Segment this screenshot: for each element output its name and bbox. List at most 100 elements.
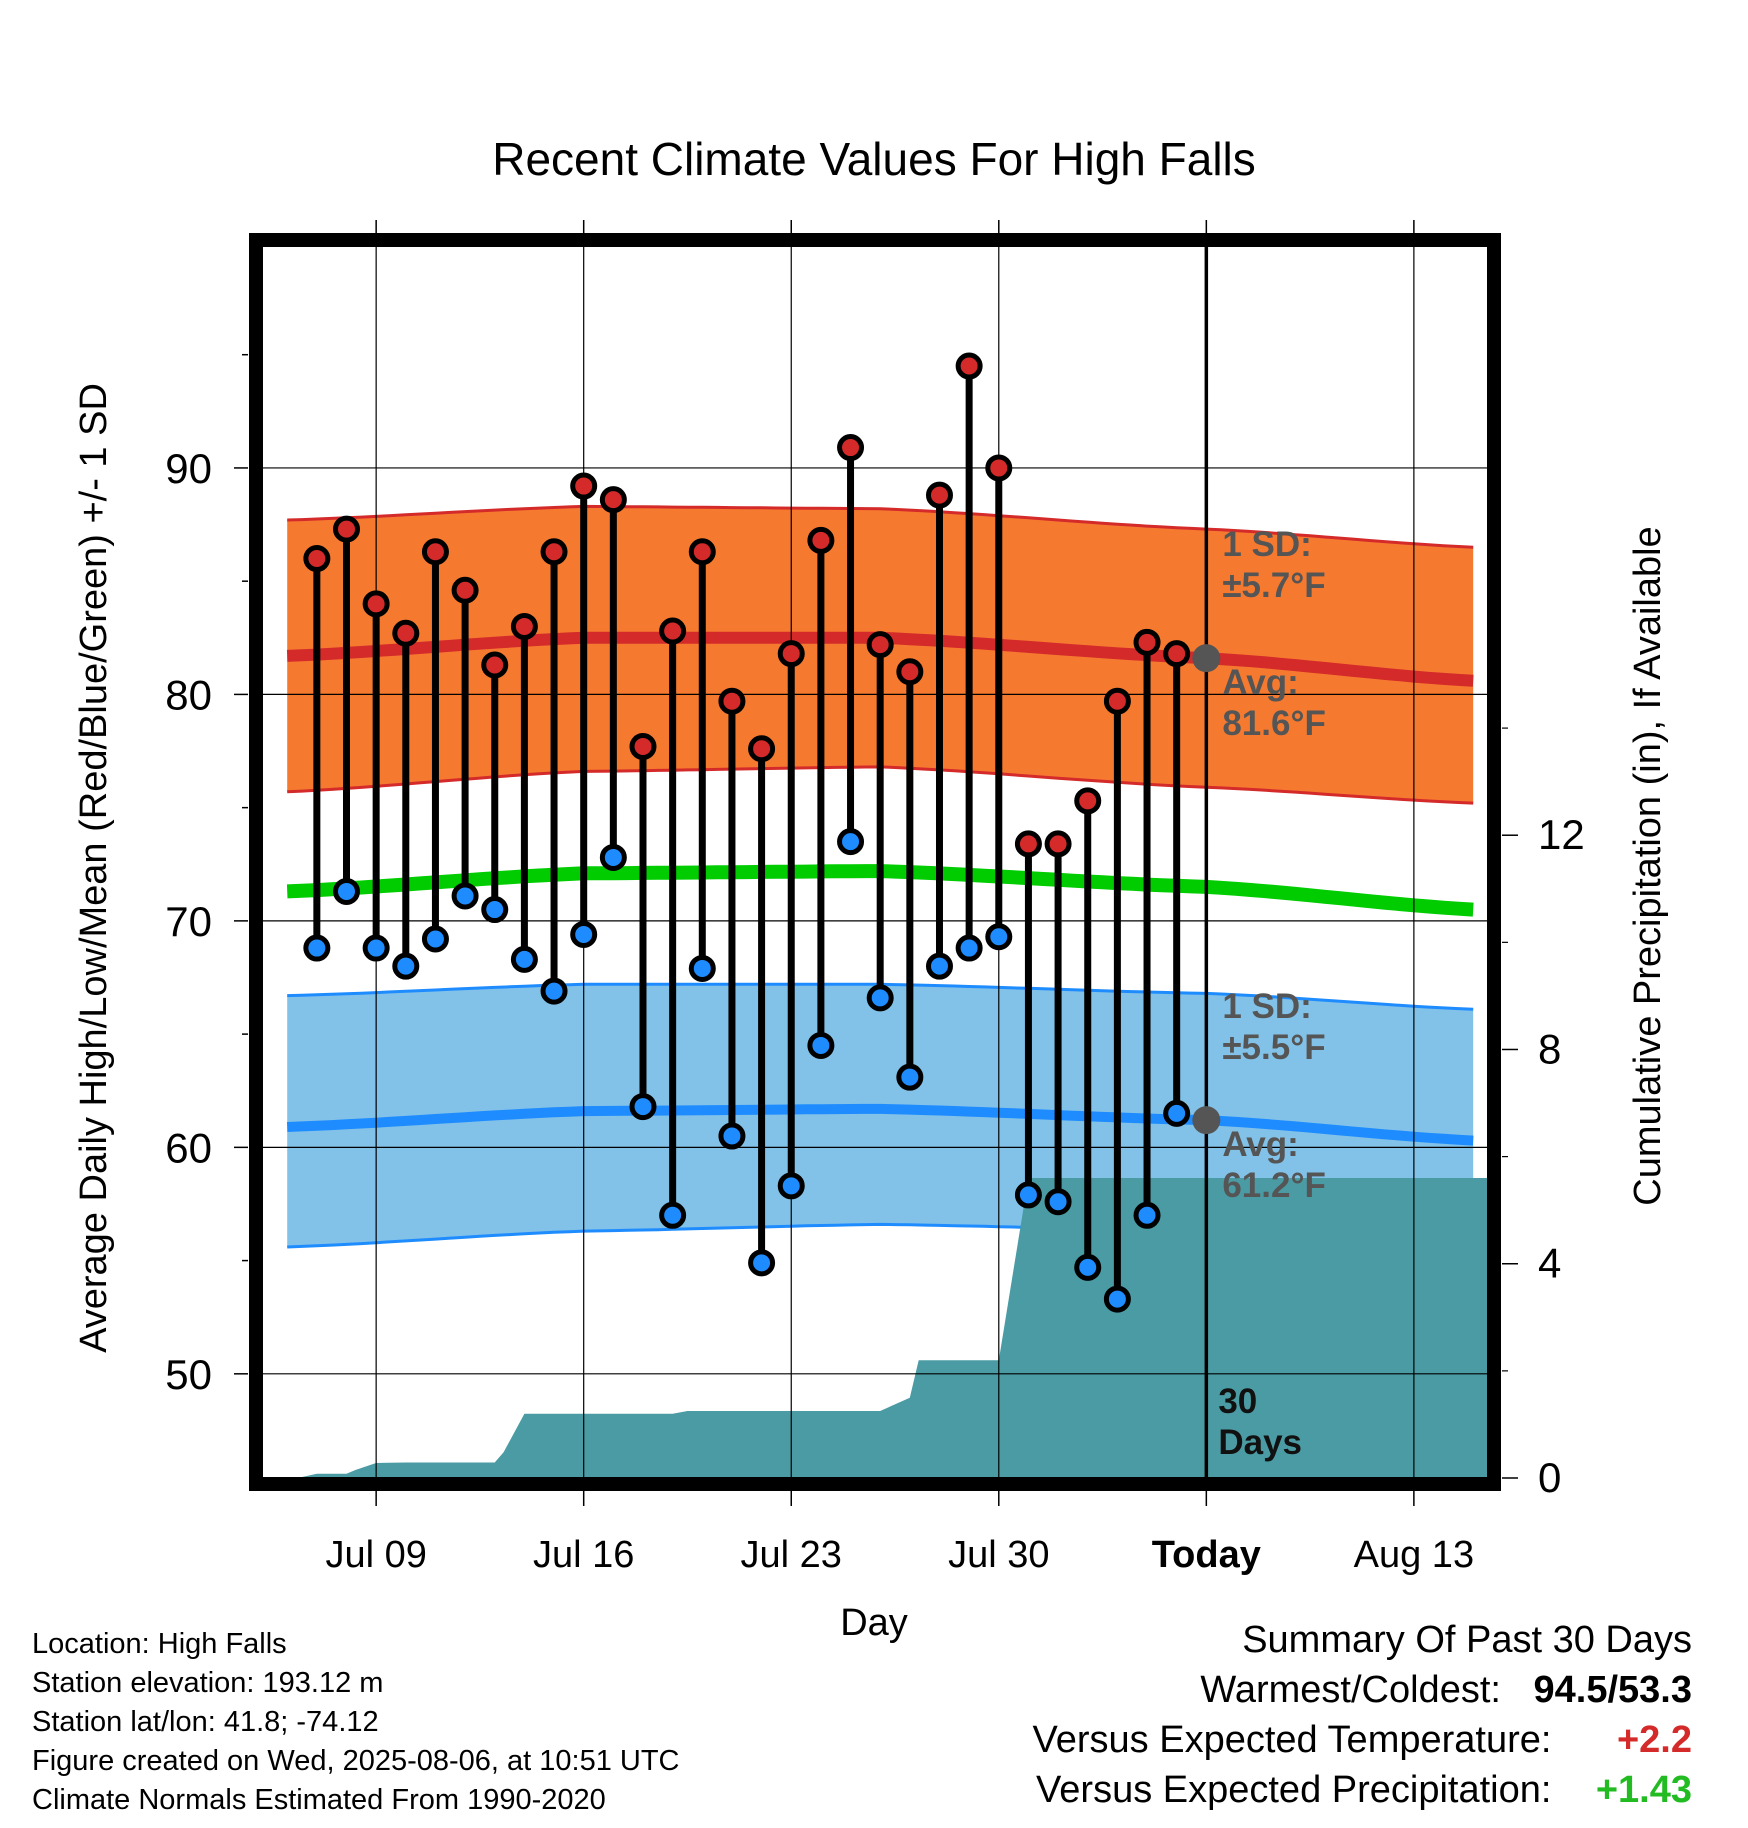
- daily-high-point: [777, 640, 805, 668]
- daily-low-point: [1074, 1253, 1102, 1281]
- chart-title: Recent Climate Values For High Falls: [492, 133, 1256, 185]
- x-tick-label: Today: [1152, 1534, 1261, 1576]
- temp-anomaly-value: +2.2: [1616, 1719, 1692, 1761]
- y2-tick-label: 0: [1538, 1454, 1561, 1501]
- precip-anomaly-value: +1.43: [1595, 1769, 1692, 1811]
- daily-high-point: [570, 472, 598, 500]
- daily-high-point: [510, 612, 538, 640]
- today-high-avg-marker: [1192, 644, 1221, 673]
- x-tick-label: Jul 30: [948, 1534, 1049, 1576]
- daily-high-point: [392, 619, 420, 647]
- high-avg-value: 81.6°F: [1222, 704, 1326, 743]
- daily-low-point: [1133, 1201, 1161, 1229]
- temp-anomaly-label: Versus Expected Temperature:: [1032, 1719, 1552, 1761]
- daily-high-point: [1103, 687, 1131, 715]
- daily-low-point: [925, 952, 953, 980]
- daily-low-point: [510, 945, 538, 973]
- x-tick-label: Jul 16: [533, 1534, 634, 1576]
- days-count-label: 30: [1218, 1382, 1257, 1421]
- daily-high-point: [718, 687, 746, 715]
- daily-low-point: [837, 828, 865, 856]
- daily-low-point: [777, 1172, 805, 1200]
- high-sd-value: ±5.7°F: [1222, 566, 1325, 605]
- station-info: Location: High Falls Station elevation: …: [32, 1625, 680, 1820]
- daily-high-point: [837, 434, 865, 462]
- daily-low-point: [688, 954, 716, 982]
- x-tick-label: Aug 13: [1354, 1534, 1474, 1576]
- y-axis-label: Average Daily High/Low/Mean (Red/Blue/Gr…: [73, 383, 115, 1353]
- daily-low-point: [1163, 1099, 1191, 1127]
- daily-high-point: [540, 538, 568, 566]
- precip-anomaly-label: Versus Expected Precipitation:: [1036, 1769, 1552, 1811]
- high-sd-upper-line: [287, 504, 1474, 549]
- daily-high-point: [896, 658, 924, 686]
- daily-low-point: [1014, 1181, 1042, 1209]
- daily-low-point: [985, 923, 1013, 951]
- days-text-label: Days: [1218, 1423, 1302, 1462]
- y-tick-label: 80: [165, 671, 212, 718]
- daily-low-point: [570, 920, 598, 948]
- y-tick-label: 50: [165, 1351, 212, 1398]
- today-low-avg-marker: [1192, 1106, 1221, 1135]
- daily-low-point: [629, 1093, 657, 1121]
- latlon-text: Station lat/lon: 41.8; -74.12: [32, 1706, 379, 1738]
- warm-cold-label: Warmest/Coldest:: [1200, 1669, 1501, 1711]
- y2-tick-label: 8: [1538, 1025, 1561, 1072]
- y-tick-label: 90: [165, 445, 212, 492]
- daily-low-point: [481, 896, 509, 924]
- created-text: Figure created on Wed, 2025-08-06, at 10…: [32, 1745, 680, 1777]
- low-avg-label: Avg:: [1222, 1125, 1298, 1164]
- warm-cold-value: 94.5/53.3: [1533, 1669, 1692, 1711]
- daily-low-point: [718, 1122, 746, 1150]
- y2-tick-label: 4: [1538, 1240, 1561, 1287]
- low-sd-label: 1 SD:: [1222, 987, 1311, 1026]
- daily-low-point: [1103, 1285, 1131, 1313]
- daily-high-point: [659, 617, 687, 645]
- daily-high-point: [421, 538, 449, 566]
- daily-low-point: [866, 984, 894, 1012]
- daily-low-point: [392, 952, 420, 980]
- low-normal-line: [286, 1103, 1474, 1146]
- daily-low-point: [451, 882, 479, 910]
- plot-frame: [249, 233, 1501, 1491]
- x-tick-label: Jul 23: [741, 1534, 842, 1576]
- daily-low-point: [421, 925, 449, 953]
- daily-low-point: [955, 934, 983, 962]
- daily-low-point: [1044, 1188, 1072, 1216]
- summary-panel: Summary Of Past 30 Days Warmest/Coldest:…: [1033, 1615, 1692, 1815]
- location-text: Location: High Falls: [32, 1628, 287, 1660]
- daily-high-point: [807, 526, 835, 554]
- daily-low-point: [540, 977, 568, 1005]
- y-tick-label: 60: [165, 1124, 212, 1171]
- daily-low-point: [896, 1063, 924, 1091]
- daily-high-point: [688, 538, 716, 566]
- daily-high-point: [629, 733, 657, 760]
- x-axis-label: Day: [840, 1602, 908, 1644]
- daily-high-point: [1074, 787, 1102, 815]
- low-avg-value: 61.2°F: [1222, 1166, 1326, 1205]
- daily-low-point: [807, 1031, 835, 1059]
- daily-high-point: [748, 735, 776, 763]
- y2-tick-label: 12: [1538, 811, 1585, 858]
- y2-axis-label: Cumulative Precipitation (in), If Availa…: [1627, 526, 1669, 1205]
- normals-text: Climate Normals Estimated From 1990-2020: [32, 1784, 606, 1816]
- daily-high-point: [333, 515, 361, 543]
- high-avg-label: Avg:: [1222, 663, 1298, 702]
- daily-low-point: [303, 934, 331, 962]
- precipitation-area: [297, 1178, 1488, 1478]
- daily-high-point: [1014, 830, 1042, 858]
- daily-high-point: [925, 481, 953, 509]
- low-sd-value: ±5.5°F: [1222, 1028, 1325, 1067]
- daily-low-point: [599, 843, 627, 871]
- daily-high-point: [1044, 830, 1072, 858]
- daily-low-point: [333, 877, 361, 905]
- x-tick-label: Jul 09: [325, 1534, 426, 1576]
- daily-high-point: [362, 590, 390, 618]
- daily-low-point: [748, 1249, 776, 1277]
- daily-high-point: [955, 352, 983, 380]
- daily-high-point: [303, 545, 331, 573]
- y-tick-label: 70: [165, 898, 212, 945]
- daily-high-point: [599, 486, 627, 514]
